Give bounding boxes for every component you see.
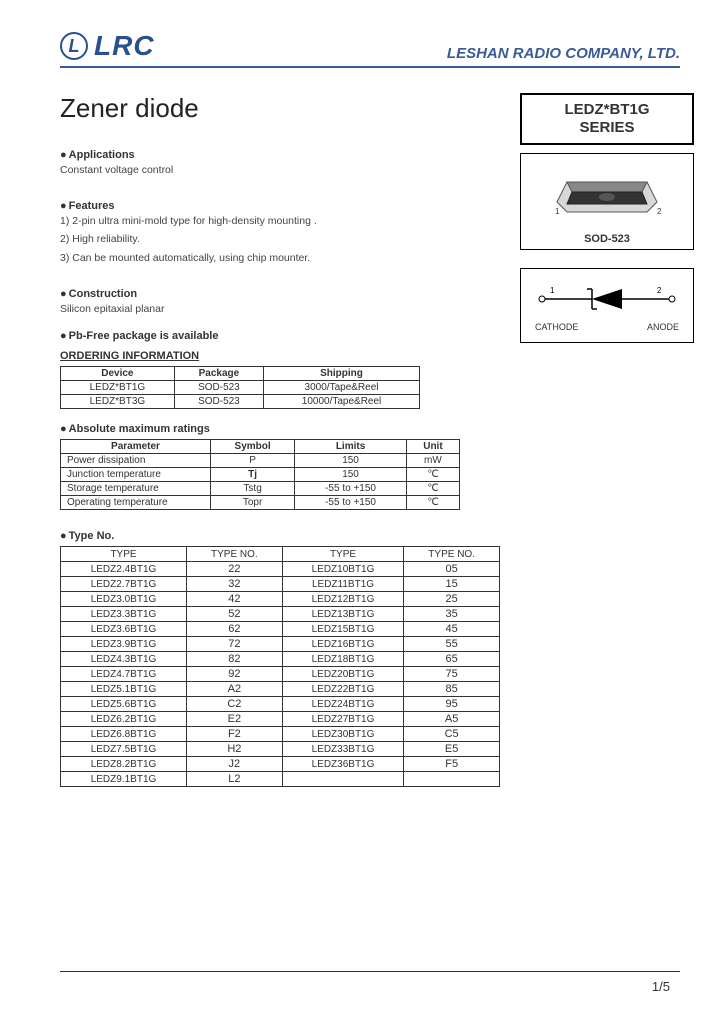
table-row: Junction temperatureTj150℃ [61, 468, 460, 482]
types-table: TYPE TYPE NO. TYPE TYPE NO. LEDZ2.4BT1G2… [60, 546, 500, 787]
types-head: Type No. [60, 530, 500, 542]
series-line1: LEDZ*BT1G [526, 101, 688, 119]
ordering-head: ORDERING INFORMATION [60, 350, 500, 362]
package-label: SOD-523 [529, 233, 685, 245]
logo: L LRC [60, 30, 155, 62]
svg-text:1: 1 [555, 207, 560, 216]
table-row: Operating temperatureTopr-55 to +150℃ [61, 496, 460, 510]
table-row: LEDZ3.6BT1G62LEDZ15BT1G45 [61, 622, 500, 637]
table-row: LEDZ5.1BT1GA2LEDZ22BT1G85 [61, 682, 500, 697]
table-row: LEDZ4.3BT1G82LEDZ18BT1G65 [61, 652, 500, 667]
cathode-label: CATHODE [535, 322, 578, 332]
table-row: TYPE TYPE NO. TYPE TYPE NO. [61, 547, 500, 562]
right-column: LEDZ*BT1G SERIES 1 2 SOD-523 [520, 93, 694, 787]
ordering-table: Device Package Shipping LEDZ*BT1GSOD-523… [60, 366, 420, 409]
package-box: 1 2 SOD-523 [520, 153, 694, 250]
package-icon: 1 2 [537, 164, 677, 224]
table-row: LEDZ*BT3GSOD-52310000/Tape&Reel [61, 395, 420, 409]
construction-text: Silicon epitaxial planar [60, 302, 500, 317]
main-content: Zener diode Applications Constant voltag… [60, 93, 680, 787]
page-header: L LRC LESHAN RADIO COMPANY, LTD. [60, 30, 680, 68]
anode-label: ANODE [647, 322, 679, 332]
table-row: LEDZ3.0BT1G42LEDZ12BT1G25 [61, 592, 500, 607]
feature-1: 1) 2-pin ultra mini-mold type for high-d… [60, 214, 500, 229]
document-title: Zener diode [60, 93, 500, 124]
footer-rule [60, 971, 680, 972]
series-line2: SERIES [526, 119, 688, 137]
table-row: LEDZ3.3BT1G52LEDZ13BT1G35 [61, 607, 500, 622]
feature-2: 2) High reliability. [60, 232, 500, 247]
pbfree-head: Pb-Free package is available [60, 330, 500, 342]
series-box: LEDZ*BT1G SERIES [520, 93, 694, 145]
applications-text: Constant voltage control [60, 163, 500, 178]
table-row: LEDZ9.1BT1GL2 [61, 772, 500, 787]
symbol-box: 1 2 CATHODE ANODE [520, 268, 694, 343]
page-number: 1/5 [652, 979, 670, 994]
company-name: LESHAN RADIO COMPANY, LTD. [447, 45, 680, 62]
left-column: Zener diode Applications Constant voltag… [60, 93, 500, 787]
table-row: LEDZ8.2BT1GJ2LEDZ36BT1GF5 [61, 757, 500, 772]
table-row: LEDZ5.6BT1GC2LEDZ24BT1G95 [61, 697, 500, 712]
feature-3: 3) Can be mounted automatically, using c… [60, 251, 500, 266]
logo-icon: L [60, 32, 88, 60]
col-package: Package [174, 367, 263, 381]
table-row: LEDZ*BT1GSOD-5233000/Tape&Reel [61, 381, 420, 395]
applications-head: Applications [60, 149, 500, 161]
diode-symbol-icon: 1 2 [527, 279, 687, 319]
datasheet-page: L LRC LESHAN RADIO COMPANY, LTD. Zener d… [0, 0, 720, 807]
table-row: Power dissipationP150mW [61, 454, 460, 468]
table-row: Storage temperatureTstg-55 to +150℃ [61, 482, 460, 496]
table-row: LEDZ7.5BT1GH2LEDZ33BT1GE5 [61, 742, 500, 757]
table-row: LEDZ4.7BT1G92LEDZ20BT1G75 [61, 667, 500, 682]
logo-text: LRC [94, 30, 155, 62]
table-row: Device Package Shipping [61, 367, 420, 381]
construction-head: Construction [60, 288, 500, 300]
svg-text:1: 1 [550, 286, 555, 295]
table-row: Parameter Symbol Limits Unit [61, 440, 460, 454]
col-shipping: Shipping [264, 367, 420, 381]
table-row: LEDZ2.4BT1G22LEDZ10BT1G05 [61, 562, 500, 577]
svg-text:2: 2 [657, 286, 662, 295]
svg-text:2: 2 [657, 207, 662, 216]
table-row: LEDZ6.2BT1GE2LEDZ27BT1GA5 [61, 712, 500, 727]
ratings-head: Absolute maximum ratings [60, 423, 500, 435]
col-device: Device [61, 367, 175, 381]
table-row: LEDZ6.8BT1GF2LEDZ30BT1GC5 [61, 727, 500, 742]
table-row: LEDZ2.7BT1G32LEDZ11BT1G15 [61, 577, 500, 592]
features-head: Features [60, 200, 500, 212]
table-row: LEDZ3.9BT1G72LEDZ16BT1G55 [61, 637, 500, 652]
ratings-table: Parameter Symbol Limits Unit Power dissi… [60, 439, 460, 510]
